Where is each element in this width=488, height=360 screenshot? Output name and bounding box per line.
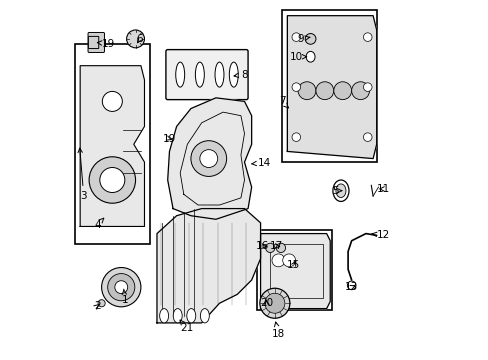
Ellipse shape	[173, 309, 182, 323]
Circle shape	[333, 82, 351, 100]
Ellipse shape	[186, 309, 195, 323]
Ellipse shape	[195, 62, 204, 87]
Circle shape	[315, 82, 333, 100]
Polygon shape	[260, 234, 329, 309]
Text: 4: 4	[94, 218, 103, 230]
Polygon shape	[157, 208, 260, 323]
Circle shape	[102, 91, 122, 111]
FancyBboxPatch shape	[88, 36, 99, 49]
Text: 2: 2	[94, 301, 101, 311]
Circle shape	[102, 267, 141, 307]
Text: 8: 8	[234, 69, 247, 80]
Ellipse shape	[229, 62, 238, 87]
Text: 13: 13	[345, 282, 358, 292]
Circle shape	[282, 254, 295, 267]
Circle shape	[89, 157, 135, 203]
Circle shape	[264, 293, 285, 313]
Text: 15: 15	[286, 260, 300, 270]
Circle shape	[126, 30, 144, 48]
Ellipse shape	[175, 62, 184, 87]
Ellipse shape	[200, 309, 209, 323]
Circle shape	[363, 33, 371, 41]
Text: 7: 7	[278, 96, 288, 108]
Text: 1: 1	[122, 289, 128, 305]
Circle shape	[100, 167, 124, 193]
Text: 12: 12	[371, 230, 389, 240]
Circle shape	[298, 82, 315, 100]
Circle shape	[115, 281, 127, 294]
Circle shape	[351, 82, 369, 100]
Ellipse shape	[335, 184, 345, 198]
Circle shape	[98, 300, 105, 307]
Text: 14: 14	[251, 158, 270, 168]
Text: 20: 20	[260, 298, 273, 308]
Text: 19: 19	[163, 134, 176, 144]
Text: 16: 16	[255, 241, 268, 251]
Circle shape	[291, 33, 300, 41]
Circle shape	[190, 141, 226, 176]
Text: 5: 5	[332, 186, 341, 196]
Text: 11: 11	[376, 184, 389, 194]
Text: 3: 3	[78, 148, 87, 201]
Polygon shape	[167, 98, 251, 219]
Text: 6: 6	[136, 34, 143, 44]
Circle shape	[200, 150, 217, 167]
Circle shape	[291, 83, 300, 91]
Circle shape	[265, 243, 274, 252]
Text: 10: 10	[289, 52, 306, 62]
FancyBboxPatch shape	[165, 50, 247, 100]
Text: 9: 9	[297, 34, 309, 44]
FancyBboxPatch shape	[88, 32, 104, 53]
Circle shape	[363, 83, 371, 91]
Circle shape	[346, 281, 355, 290]
Ellipse shape	[305, 51, 314, 62]
Text: 17: 17	[269, 241, 283, 251]
Bar	[257, 230, 331, 310]
Ellipse shape	[332, 180, 348, 202]
Polygon shape	[287, 16, 376, 158]
Ellipse shape	[215, 62, 224, 87]
Text: 19: 19	[97, 39, 114, 49]
Circle shape	[363, 133, 371, 141]
Circle shape	[291, 133, 300, 141]
Text: 21: 21	[180, 320, 193, 333]
Polygon shape	[80, 66, 144, 226]
Circle shape	[271, 254, 285, 267]
Bar	[75, 44, 149, 244]
Circle shape	[107, 274, 135, 301]
Circle shape	[259, 288, 289, 318]
Circle shape	[305, 33, 315, 44]
Bar	[282, 10, 376, 162]
Circle shape	[276, 243, 285, 252]
Ellipse shape	[160, 309, 168, 323]
Text: 18: 18	[271, 322, 285, 339]
